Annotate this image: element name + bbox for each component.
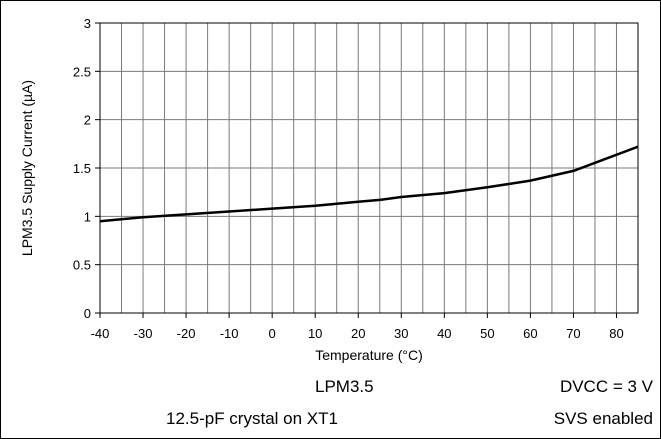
crystal-note: 12.5-pF crystal on XT1 [166, 409, 338, 428]
x-tick-label: -20 [177, 326, 196, 341]
x-tick-label: 60 [523, 326, 537, 341]
x-tick-label: 30 [394, 326, 408, 341]
y-tick-label: 0 [84, 306, 91, 321]
x-tick-label: 10 [308, 326, 322, 341]
y-tick-label: 2.5 [73, 64, 91, 79]
x-axis-label: Temperature (°C) [315, 347, 423, 363]
series-line [99, 145, 639, 223]
x-tick-label: 40 [437, 326, 451, 341]
x-tick-label: -40 [91, 326, 110, 341]
grid [100, 23, 638, 313]
y-tick-label: 0.5 [73, 258, 91, 273]
x-tick-label: -10 [220, 326, 239, 341]
y-tick-label: 1 [84, 209, 91, 224]
tick-labels: 0 0.5 1 1.5 2 2.5 3 -40 -30 -20 -10 0 10 20 30 40 50 60 70… [73, 16, 624, 341]
y-axis-label: LPM3.5 Supply Current (µA) [19, 80, 35, 256]
x-tick-label: 70 [566, 326, 580, 341]
x-tick-label: 50 [480, 326, 494, 341]
mode-note: LPM3.5 [315, 377, 374, 396]
x-tick-label: 80 [609, 326, 623, 341]
dvcc-note: DVCC = 3 V [559, 377, 653, 396]
x-tick-label: 20 [351, 326, 365, 341]
y-tick-label: 2 [84, 113, 91, 128]
x-tick-label: -30 [134, 326, 153, 341]
svs-note: SVS enabled [553, 409, 653, 428]
y-tick-label: 1.5 [73, 161, 91, 176]
x-tick-label: 0 [269, 326, 276, 341]
y-tick-label: 3 [84, 16, 91, 31]
